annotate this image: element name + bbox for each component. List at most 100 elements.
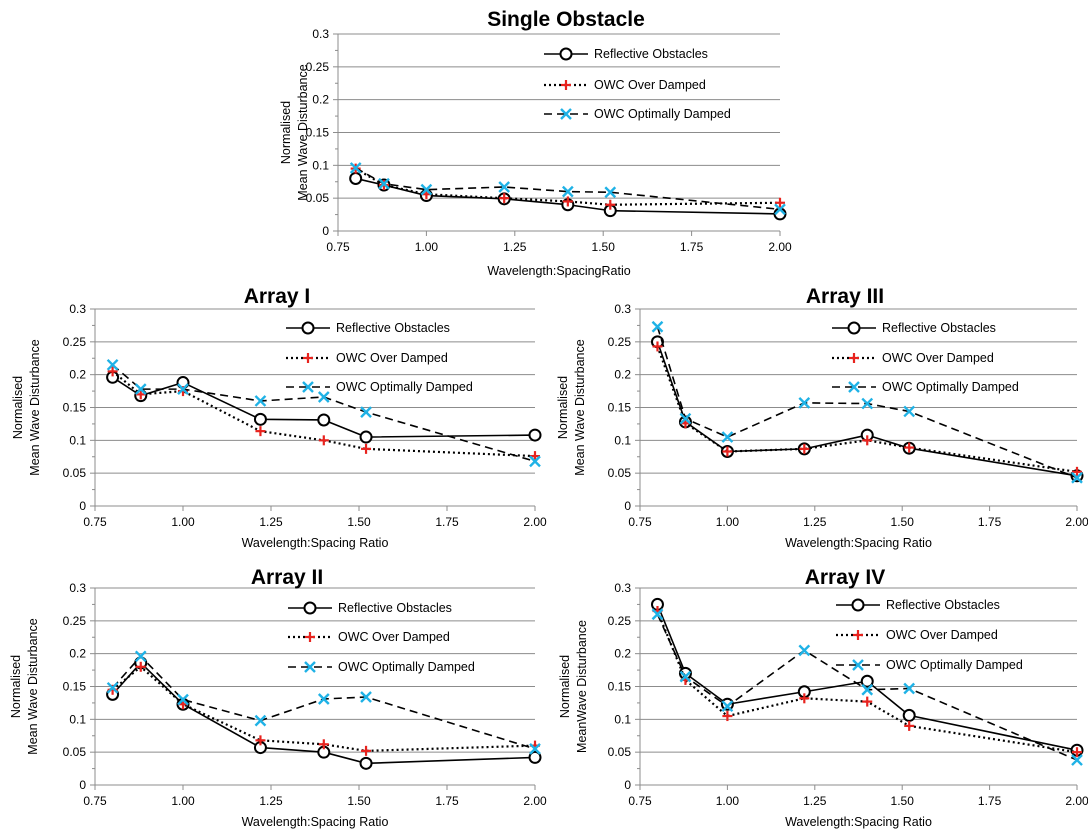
series-optimal (106, 358, 541, 468)
series-overdamped (107, 366, 540, 462)
x-tick-label: 1.00 (716, 515, 740, 529)
data-point (529, 455, 541, 468)
y-axis-label: Mean Wave Disturbance (28, 339, 42, 475)
chart-panel-5: 0 0.05 0.1 0.15 0.2 0.25 0.3 0.75 1.00 1.25 1.50 1.… (558, 566, 1088, 829)
data-point (652, 341, 663, 352)
data-point (378, 177, 390, 190)
data-point (318, 739, 329, 750)
chart-title: Array IV (805, 566, 886, 589)
x-tick-label: 1.50 (347, 794, 371, 808)
data-point (135, 389, 146, 400)
y-tick-label: 0.25 (306, 60, 330, 74)
y-tick-label: 0.15 (608, 401, 632, 415)
y-tick-label: 0 (322, 224, 329, 238)
y-tick-label: 0.2 (614, 368, 631, 382)
x-tick-label: 1.75 (680, 240, 704, 254)
legend-label: OWC Optimally Damped (594, 107, 731, 121)
legend-label: Reflective Obstacles (882, 321, 996, 335)
legend-label: OWC Optimally Damped (338, 660, 475, 674)
y-tick-label: 0.25 (63, 335, 87, 349)
data-point (903, 405, 916, 418)
legend-marker (302, 381, 314, 393)
y-tick-label: 0.05 (608, 466, 632, 480)
legend-label: OWC Over Damped (886, 628, 998, 642)
legend-label: OWC Over Damped (338, 630, 450, 644)
data-point (862, 696, 873, 707)
data-point (651, 608, 664, 621)
x-tick-label: 1.50 (891, 515, 915, 529)
data-point (360, 691, 372, 703)
x-tick-label: 1.25 (803, 515, 827, 529)
data-point (349, 171, 363, 185)
data-point (359, 756, 373, 770)
x-tick-label: 1.00 (415, 240, 439, 254)
data-point (775, 197, 785, 208)
legend-marker (848, 381, 860, 393)
x-tick-label: 2.00 (1065, 794, 1088, 808)
y-tick-label: 0.3 (69, 581, 86, 595)
legend: Reflective Obstacles OWC Over Damped OWC O… (836, 598, 1023, 672)
y-axis-label: MeanWave Disturbance (575, 620, 589, 753)
data-point (720, 697, 734, 711)
data-point (134, 650, 147, 663)
legend-label: Reflective Obstacles (338, 601, 452, 615)
x-tick-label: 1.00 (716, 794, 740, 808)
data-point (255, 426, 266, 437)
y-tick-label: 0.15 (306, 126, 330, 140)
y-tick-label: 0.3 (69, 302, 86, 316)
data-point (107, 366, 118, 377)
data-point (360, 406, 372, 418)
legend-label: OWC Optimally Damped (886, 658, 1023, 672)
data-point (562, 196, 573, 207)
legend-marker (852, 659, 864, 671)
data-point (529, 743, 541, 755)
chart-panel-4: 0 0.05 0.1 0.15 0.2 0.25 0.3 0.75 1.00 1.25 1.50 1.… (9, 566, 547, 829)
series-reflective (650, 597, 1084, 757)
legend-label: Reflective Obstacles (886, 598, 1000, 612)
x-tick-label: 2.00 (768, 240, 792, 254)
series-optimal (349, 162, 786, 216)
data-point (722, 446, 733, 457)
legend-marker (849, 353, 859, 363)
data-point (861, 683, 874, 696)
y-tick-label: 0.1 (69, 433, 86, 447)
data-point (561, 185, 574, 198)
data-point (904, 442, 915, 453)
data-point (604, 186, 617, 199)
y-tick-label: 0.25 (63, 614, 87, 628)
data-point (861, 397, 874, 410)
data-point (255, 735, 266, 746)
y-tick-label: 0.1 (69, 712, 86, 726)
x-axis-label: Wavelength:Spacing Ratio (242, 815, 389, 829)
data-point (679, 670, 692, 683)
data-point (254, 714, 267, 727)
x-tick-label: 1.75 (435, 515, 459, 529)
legend-label: Reflective Obstacles (594, 47, 708, 61)
data-point (359, 430, 373, 444)
x-tick-label: 1.75 (978, 794, 1002, 808)
data-point (1072, 747, 1082, 758)
legend-label: OWC Over Damped (594, 78, 706, 92)
y-tick-label: 0.15 (63, 680, 87, 694)
y-tick-label: 0.2 (614, 647, 631, 661)
data-point (106, 358, 119, 371)
x-tick-label: 1.75 (978, 515, 1002, 529)
y-tick-label: 0.05 (63, 466, 87, 480)
chart-title: Single Obstacle (487, 8, 645, 31)
data-point (361, 745, 372, 756)
data-point (177, 693, 189, 706)
legend-marker (303, 601, 317, 615)
x-axis-label: Wavelength:SpacingRatio (487, 264, 630, 278)
x-tick-label: 1.00 (171, 794, 195, 808)
y-tick-label: 0.05 (608, 745, 632, 759)
x-tick-label: 1.50 (891, 794, 915, 808)
legend-marker (560, 108, 572, 120)
data-point (361, 443, 372, 454)
legend-label: OWC Optimally Damped (336, 380, 473, 394)
series-optimal (651, 608, 1083, 766)
data-point (530, 451, 540, 462)
data-point (902, 708, 916, 722)
data-point (318, 435, 329, 446)
legend-label: Reflective Obstacles (336, 321, 450, 335)
